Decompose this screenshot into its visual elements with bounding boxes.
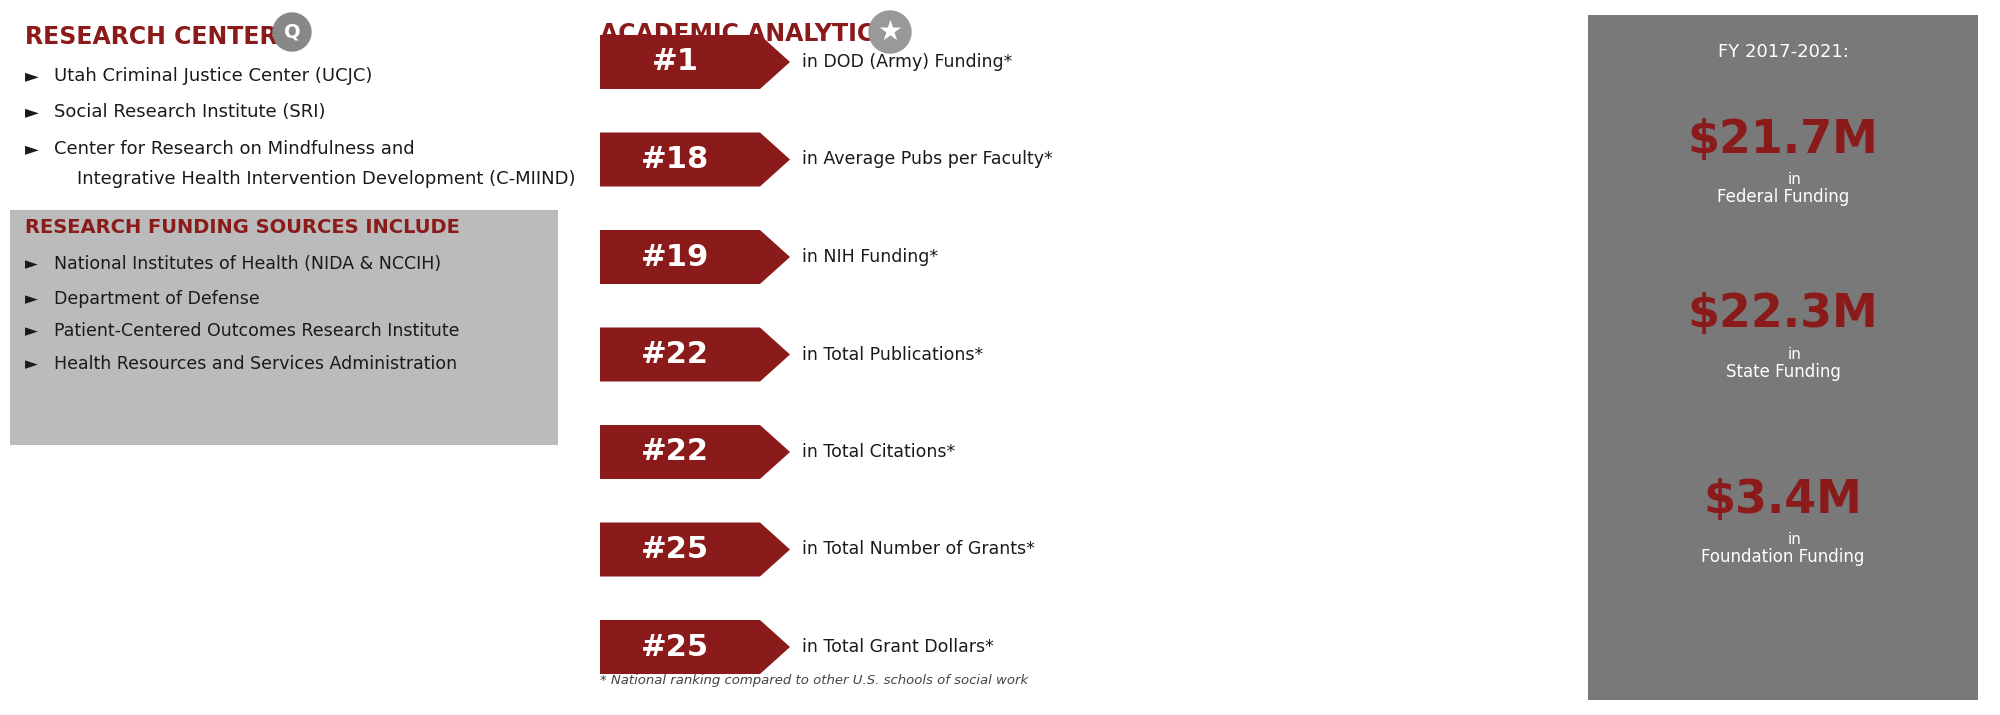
Polygon shape [600,327,790,382]
Text: in Total Publications*: in Total Publications* [802,345,984,363]
Text: ►: ► [24,67,38,85]
Text: in Total Number of Grants*: in Total Number of Grants* [802,541,1034,558]
Polygon shape [600,425,790,479]
Circle shape [868,11,912,53]
Text: RESEARCH CENTERS: RESEARCH CENTERS [24,25,294,49]
Polygon shape [600,523,790,576]
FancyBboxPatch shape [10,210,558,445]
Text: in NIH Funding*: in NIH Funding* [802,248,938,266]
Text: Q: Q [284,22,300,41]
Text: #19: #19 [640,242,710,272]
Text: Social Research Institute (SRI): Social Research Institute (SRI) [54,103,326,121]
Text: Health Resources and Services Administration: Health Resources and Services Administra… [54,355,458,373]
Text: in Total Citations*: in Total Citations* [802,443,956,461]
Text: #22: #22 [640,340,708,369]
Text: #25: #25 [640,535,710,564]
Polygon shape [600,35,790,89]
Text: Patient-Centered Outcomes Research Institute: Patient-Centered Outcomes Research Insti… [54,322,460,340]
Text: in Average Pubs per Faculty*: in Average Pubs per Faculty* [802,150,1052,169]
Text: State Funding: State Funding [1726,363,1840,381]
Text: $3.4M: $3.4M [1704,478,1862,523]
Text: $21.7M: $21.7M [1688,117,1878,162]
Text: #25: #25 [640,633,710,661]
Text: ►: ► [24,322,38,340]
Text: Integrative Health Intervention Development (C-MIIND): Integrative Health Intervention Developm… [54,170,576,188]
Text: in: in [1788,532,1802,547]
Text: ►: ► [24,140,38,158]
FancyBboxPatch shape [1588,15,1978,700]
Text: #22: #22 [640,438,708,466]
Text: ►: ► [24,290,38,308]
Text: ACADEMIC ANALYTICS: ACADEMIC ANALYTICS [600,22,892,46]
Text: in: in [1788,347,1802,362]
Text: RESEARCH FUNDING SOURCES INCLUDE: RESEARCH FUNDING SOURCES INCLUDE [24,218,460,237]
Text: ►: ► [24,255,38,273]
Text: $22.3M: $22.3M [1688,292,1878,337]
Text: Utah Criminal Justice Center (UCJC): Utah Criminal Justice Center (UCJC) [54,67,372,85]
Text: Foundation Funding: Foundation Funding [1702,548,1864,566]
Text: ►: ► [24,103,38,121]
Text: ►: ► [24,355,38,373]
Text: Center for Research on Mindfulness and: Center for Research on Mindfulness and [54,140,414,158]
Text: National Institutes of Health (NIDA & NCCIH): National Institutes of Health (NIDA & NC… [54,255,442,273]
Polygon shape [600,230,790,284]
Text: ★: ★ [878,18,902,46]
Text: * National ranking compared to other U.S. schools of social work: * National ranking compared to other U.S… [600,674,1028,687]
Text: #18: #18 [640,145,710,174]
Text: in: in [1788,172,1802,187]
Text: Federal Funding: Federal Funding [1716,188,1850,206]
Text: in DOD (Army) Funding*: in DOD (Army) Funding* [802,53,1012,71]
Text: FY 2017-2021:: FY 2017-2021: [1718,43,1848,61]
Text: in Total Grant Dollars*: in Total Grant Dollars* [802,638,994,656]
Text: #1: #1 [652,47,698,77]
Polygon shape [600,132,790,187]
Circle shape [272,13,312,51]
Text: Department of Defense: Department of Defense [54,290,260,308]
Polygon shape [600,620,790,674]
